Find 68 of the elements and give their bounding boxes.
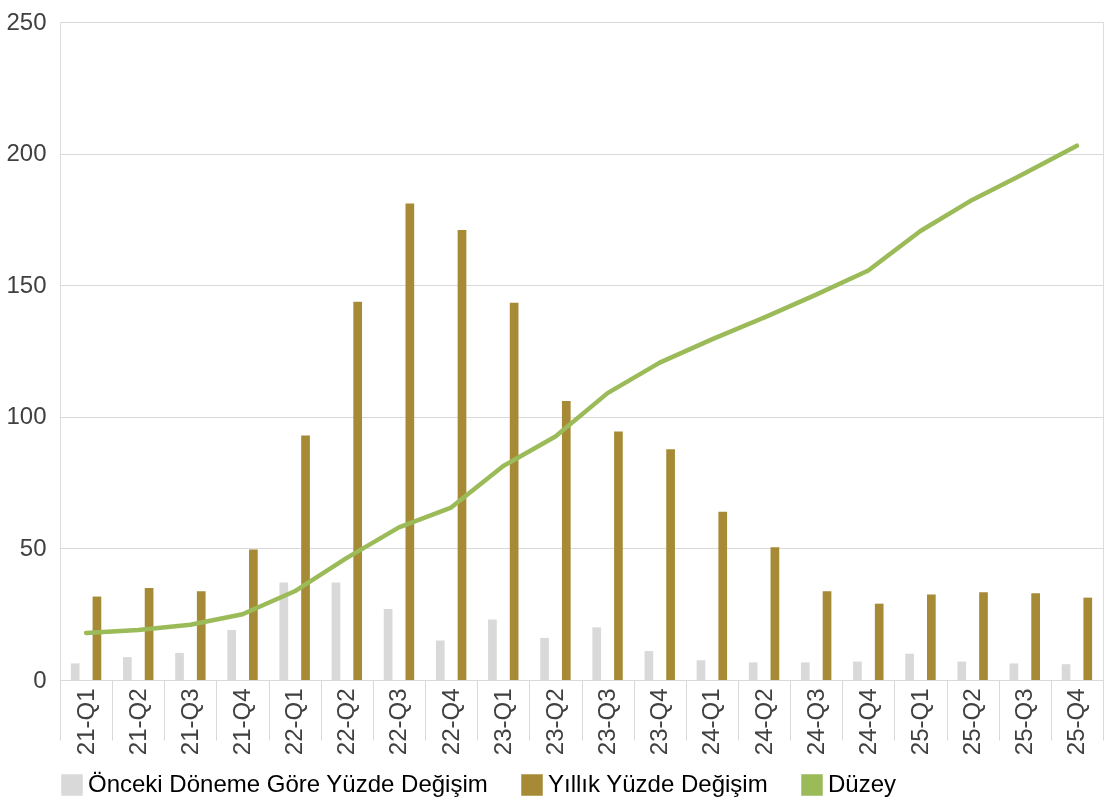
legend-label: Düzey [828,770,897,797]
bar [748,662,758,680]
x-tick-label: 24-Q4 [853,688,881,756]
x-tick-label: 22-Q1 [280,688,308,756]
legend-label: Önceki Döneme Göre Yüzde Değişim [88,770,488,797]
bar [488,619,497,680]
bar [926,594,936,680]
x-tick-label: 23-Q3 [593,688,621,756]
bar [592,627,602,680]
x-tick-label: 21-Q4 [228,688,256,756]
x-tick-label: 23-Q1 [488,688,516,756]
x-tick-label: 25-Q3 [1010,688,1038,756]
bar [227,629,237,680]
bar [905,653,914,680]
bar [331,582,341,680]
bar [70,663,80,680]
y-tick-label: 150 [6,270,47,298]
bar [874,603,884,680]
bar [696,660,706,680]
legend-label: Yıllık Yüzde Değişim [548,770,768,797]
bar [853,661,862,680]
bar [561,401,571,680]
bar [614,431,623,680]
bar [279,582,289,680]
y-tick-label: 100 [6,402,47,430]
bar [405,203,415,680]
x-tick-label: 21-Q2 [123,688,151,756]
y-tick-label: 200 [6,139,47,167]
x-tick-label: 25-Q1 [905,688,933,756]
x-tick-label: 21-Q1 [71,688,99,756]
bar [383,608,393,680]
x-tick-label: 25-Q4 [1062,688,1090,756]
x-tick-label: 23-Q2 [540,688,568,756]
bar [509,302,519,680]
bar [979,592,988,680]
x-tick-label: 24-Q2 [749,688,777,756]
x-tick-label: 25-Q2 [958,688,986,756]
y-tick-label: 0 [33,665,47,693]
bar [822,591,832,680]
x-tick-label: 24-Q3 [801,688,829,756]
bar [353,301,363,680]
bar [175,652,184,680]
x-tick-label: 22-Q3 [384,688,412,756]
y-tick-label: 250 [6,7,47,35]
x-tick-label: 24-Q1 [697,688,725,756]
bar [123,657,132,680]
x-tick-label: 23-Q4 [645,688,673,756]
y-tick-label: 50 [19,533,47,561]
bar [1061,664,1071,680]
bar [457,229,467,680]
bar [1009,663,1019,680]
bar [666,449,675,680]
x-tick-label: 21-Q3 [175,688,203,756]
line-series [83,143,1080,636]
bar [800,662,810,680]
x-tick-label: 22-Q4 [436,688,464,756]
bar [957,661,967,680]
bar [196,591,206,680]
bar [718,511,728,680]
bar [644,651,654,680]
bar [249,549,258,680]
bar [540,637,549,680]
bar [301,435,310,680]
bar [1083,597,1093,680]
bar [435,640,445,680]
x-tick-label: 22-Q2 [332,688,360,756]
bar [770,547,780,680]
bar [1031,593,1040,680]
